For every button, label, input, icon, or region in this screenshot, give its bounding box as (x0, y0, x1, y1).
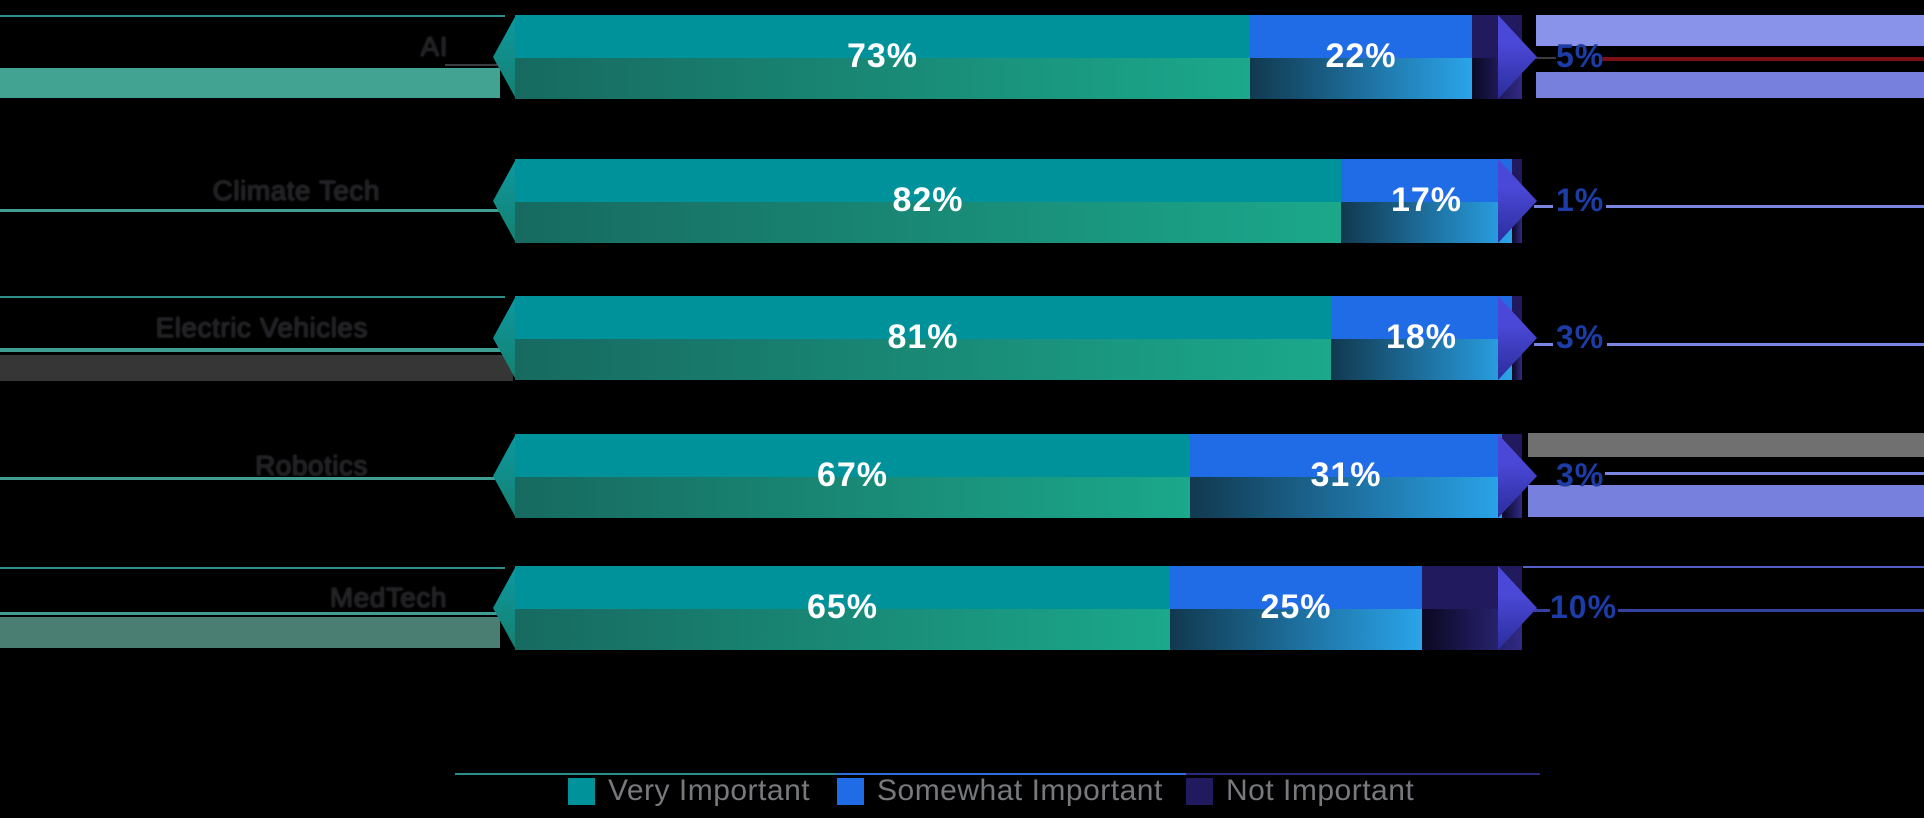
bar-segment-value-label: 65% (806, 588, 879, 626)
bar-segment-value-label: 18% (1385, 318, 1458, 356)
row-medtech-right-leader-line (1531, 609, 1550, 612)
bar-segment-value-label: 81% (887, 318, 959, 356)
bar-segment-value-label: 22% (1325, 37, 1397, 75)
segment-front-face (515, 477, 1190, 518)
value-label-robotics: 3% (1556, 457, 1605, 493)
bar-row-medtech: 65% 25% (0, 566, 1924, 650)
bar-segment-robotics-somewhat: 31% (1190, 434, 1502, 518)
segment-front-face (1190, 477, 1502, 518)
row-climate-right-line (1606, 205, 1924, 208)
bar-segment-electric-vehicles-somewhat: 18% (1331, 296, 1512, 380)
row-ev-left-top-line (0, 296, 505, 298)
legend-rule-navy (1186, 773, 1540, 775)
segment-front-face (515, 58, 1250, 99)
category-label-electric-vehicles: Electric Vehicles (155, 312, 368, 343)
row-ai-right-periwinkle-band-bottom (1536, 72, 1924, 98)
bar-row-ai: 73% 22% (0, 15, 1924, 99)
row-robotics-label-underline (0, 477, 505, 480)
legend-rule-blue (835, 773, 1186, 775)
row-climate-label-underline (0, 209, 505, 212)
bar-segment-value-label: 82% (892, 181, 964, 219)
bar-left-cap-ai (493, 15, 516, 99)
segment-top-face (515, 566, 1170, 609)
value-label-medtech: 10% (1550, 589, 1618, 625)
row-ev-right-line (1607, 343, 1924, 346)
segment-top-face (515, 434, 1190, 477)
row-ev-right-leader-line (1534, 343, 1553, 346)
value-label-ai: 5% (1556, 38, 1605, 74)
bar-segment-ai-very: 73% (515, 15, 1250, 99)
row-climate-right-leader-line (1534, 205, 1553, 208)
legend-swatch-not (1186, 777, 1213, 805)
bar-segment-electric-vehicles-very: 81% (515, 296, 1331, 380)
segment-front-face (1250, 58, 1472, 99)
segment-top-face (515, 15, 1250, 58)
row-medtech-right-top-line (1523, 566, 1924, 568)
bar-left-cap-medtech (493, 566, 516, 650)
segment-top-face (1170, 566, 1422, 609)
bar-segment-value-label: 25% (1260, 588, 1332, 626)
bar-segment-climate-tech-very: 82% (515, 159, 1341, 243)
segment-front-face (515, 609, 1170, 650)
legend-label: Not Important (1226, 774, 1415, 807)
row-medtech-left-sage-band (0, 617, 500, 648)
segment-top-face (1190, 434, 1502, 477)
row-ai-label-leader-line (445, 64, 503, 66)
legend-swatch-somewhat (837, 777, 864, 805)
bar-row-electric-vehicles: 81% 18% (0, 296, 1924, 380)
bar-left-cap-climate-tech (493, 159, 516, 243)
row-ev-left-grey-band (0, 355, 513, 381)
category-label-robotics: Robotics (255, 450, 368, 481)
legend-item-not-important: Not Important (1186, 774, 1415, 807)
bar-segment-medtech-somewhat: 25% (1170, 566, 1422, 650)
row-robotics-right-periwinkle-band (1528, 485, 1924, 517)
row-ai-left-top-line (0, 15, 505, 17)
category-label-ai: AI (420, 31, 448, 62)
row-ai-right-red-line (1602, 57, 1924, 61)
row-robotics-right-grey-band (1528, 433, 1924, 457)
bar-segment-value-label: 17% (1390, 181, 1463, 219)
bar-segment-robotics-very: 67% (515, 434, 1190, 518)
row-medtech-label-underline (0, 612, 505, 615)
bar-row-robotics: 67% 31% (0, 434, 1924, 518)
bar-row-climate-tech: 82% 17% (0, 159, 1924, 243)
segment-front-face (1170, 609, 1422, 650)
legend-label: Very Important (608, 774, 811, 807)
bar-segment-ai-somewhat: 22% (1250, 15, 1472, 99)
segment-top-face (1341, 159, 1512, 202)
bar-segment-value-label: 67% (816, 456, 889, 494)
segment-front-face (515, 339, 1331, 380)
value-label-climate-tech: 1% (1556, 182, 1605, 218)
bar-segment-medtech-very: 65% (515, 566, 1170, 650)
legend-swatch-very (568, 777, 595, 805)
bar-left-cap-robotics (493, 434, 516, 518)
row-ev-label-underline (0, 348, 505, 352)
row-medtech-right-line (1618, 609, 1924, 612)
category-label-climate-tech: Climate Tech (212, 175, 380, 206)
row-ai-left-teal-band (0, 68, 500, 98)
legend-item-somewhat-important: Somewhat Important (837, 774, 1163, 807)
segment-front-face (515, 202, 1341, 243)
segment-top-face (515, 159, 1341, 202)
legend-rule-teal (455, 773, 835, 775)
bar-left-cap-electric-vehicles (493, 296, 516, 380)
bar-segment-climate-tech-somewhat: 17% (1341, 159, 1512, 243)
segment-top-face (1331, 296, 1512, 339)
legend-item-very-important: Very Important (568, 774, 811, 807)
segment-top-face (515, 296, 1331, 339)
value-label-electric-vehicles: 3% (1556, 319, 1605, 355)
row-robotics-right-line (1605, 472, 1924, 475)
legend-label: Somewhat Important (877, 774, 1163, 807)
category-label-medtech: MedTech (329, 582, 447, 613)
bar-segment-value-label: 31% (1310, 456, 1382, 494)
row-ai-right-periwinkle-band-top (1536, 15, 1924, 46)
row-ai-right-leader-line (1534, 57, 1556, 59)
segment-front-face (1331, 339, 1512, 380)
segment-top-face (1250, 15, 1472, 58)
row-medtech-left-top-line (0, 567, 505, 569)
bar-segment-value-label: 73% (846, 37, 919, 75)
segment-front-face (1341, 202, 1512, 243)
